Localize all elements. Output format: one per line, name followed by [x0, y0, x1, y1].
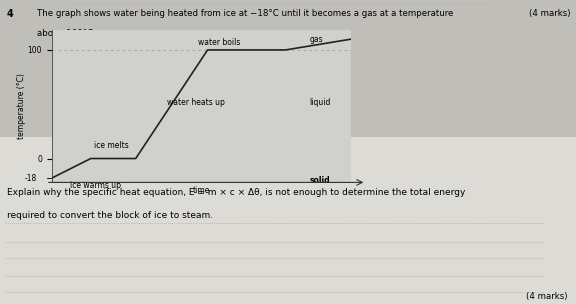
Text: ice melts: ice melts [94, 141, 129, 150]
Text: liquid: liquid [309, 98, 331, 107]
Text: (4 marks): (4 marks) [529, 9, 570, 18]
Text: time: time [193, 186, 210, 195]
Text: solid: solid [309, 176, 330, 185]
Text: above 100°C.: above 100°C. [37, 29, 96, 38]
Text: ice warms up: ice warms up [70, 181, 121, 190]
FancyBboxPatch shape [0, 137, 576, 304]
Text: water heats up: water heats up [166, 98, 225, 107]
Text: (4 marks): (4 marks) [526, 292, 567, 301]
Text: Explain why the specific heat equation, E = m × c × Δθ, is not enough to determi: Explain why the specific heat equation, … [7, 188, 465, 198]
Text: The graph shows water being heated from ice at −18°C until it becomes a gas at a: The graph shows water being heated from … [37, 9, 454, 18]
Text: water boils: water boils [198, 38, 241, 47]
Text: 4: 4 [7, 9, 14, 19]
Text: gas: gas [309, 35, 323, 43]
Text: -18: -18 [25, 174, 37, 183]
Text: required to convert the block of ice to steam.: required to convert the block of ice to … [7, 211, 213, 220]
Y-axis label: temperature (°C): temperature (°C) [17, 74, 26, 139]
